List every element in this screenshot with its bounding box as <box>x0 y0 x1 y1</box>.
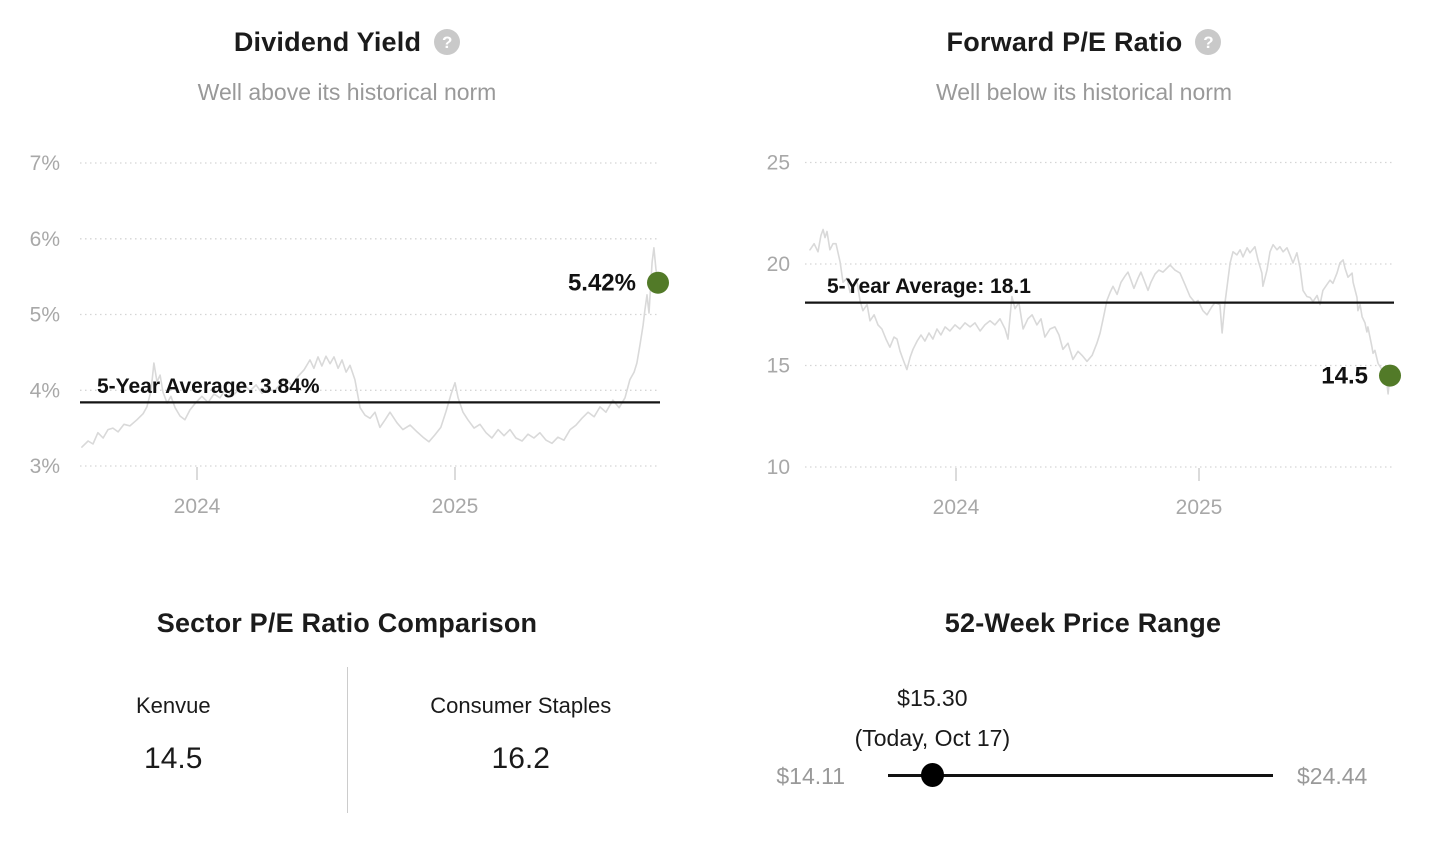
sector-column-label: Consumer Staples <box>430 693 612 718</box>
x-axis-label: 2025 <box>1176 496 1223 519</box>
x-axis-label: 2024 <box>933 496 980 519</box>
forward-pe-header: Forward P/E Ratio ? Well below its histo… <box>728 24 1438 107</box>
sector-pe-comparison-title: Sector P/E Ratio Comparison <box>156 608 538 638</box>
forward-pe-title: Forward P/E Ratio <box>946 27 1183 57</box>
average-label: 5-Year Average: 18.1 <box>827 275 1031 298</box>
current-price-label: $15.30 <box>897 685 968 711</box>
y-axis-label: 3% <box>30 455 60 478</box>
y-axis-label: 25 <box>767 152 790 175</box>
y-axis-label: 5% <box>30 304 60 327</box>
forward-pe-chart: 25 20 15 10 2024 2025 5-Year Average: 18.1 14.5 <box>767 152 1401 519</box>
forward-pe-subtitle: Well below its historical norm <box>935 79 1233 105</box>
current-value-label: 14.5 <box>1321 363 1368 390</box>
x-axis-label: 2024 <box>174 495 221 518</box>
sector-column-value: 14.5 <box>144 742 203 775</box>
dividend-yield-title: Dividend Yield <box>233 27 422 57</box>
current-value-dot <box>647 271 669 294</box>
price-range-section: 52-Week Price Range $15.30 (Today, Oct 1… <box>728 560 1438 844</box>
y-axis-label: 7% <box>30 152 60 175</box>
sector-comparison-columns: Kenvue 14.5 Consumer Staples 16.2 <box>0 667 694 813</box>
dividend-yield-header: Dividend Yield ? Well above its historic… <box>0 24 694 107</box>
current-price-callout: $15.30 (Today, Oct 17) <box>855 678 1011 758</box>
dividend-yield-subtitle: Well above its historical norm <box>197 79 497 105</box>
x-axis-label: 2025 <box>432 495 479 518</box>
price-range-marker-dot <box>920 763 944 787</box>
help-icon[interactable]: ? <box>1195 29 1222 55</box>
range-low-label: $14.11 <box>776 763 845 789</box>
series-line <box>81 247 659 448</box>
average-label: 5-Year Average: 3.84% <box>97 375 320 398</box>
sector-column-kenvue: Kenvue 14.5 <box>0 667 347 813</box>
current-value-dot <box>1379 364 1401 387</box>
range-high-label: $24.44 <box>1297 763 1368 789</box>
y-axis-label: 10 <box>767 456 790 479</box>
dividend-yield-chart: 7% 6% 5% 4% 3% 2024 2025 5-Year Average: 3.84% 5… <box>30 152 669 518</box>
y-axis-label: 15 <box>767 355 790 378</box>
sector-column-value: 16.2 <box>491 742 550 775</box>
current-value-label: 5.42% <box>568 270 636 297</box>
y-axis-label: 4% <box>30 379 60 402</box>
current-price-date-note: (Today, Oct 17) <box>854 725 1011 751</box>
sector-column-consumer-staples: Consumer Staples 16.2 <box>346 667 695 813</box>
help-icon[interactable]: ? <box>434 29 461 55</box>
price-range-track <box>888 774 1273 777</box>
y-axis-label: 6% <box>30 228 60 251</box>
sector-pe-comparison-section: Sector P/E Ratio Comparison Kenvue 14.5 … <box>0 560 694 844</box>
series-line <box>809 228 1391 395</box>
y-axis-label: 20 <box>767 253 790 276</box>
sector-column-label: Kenvue <box>135 693 211 718</box>
price-range-title: 52-Week Price Range <box>944 608 1222 638</box>
